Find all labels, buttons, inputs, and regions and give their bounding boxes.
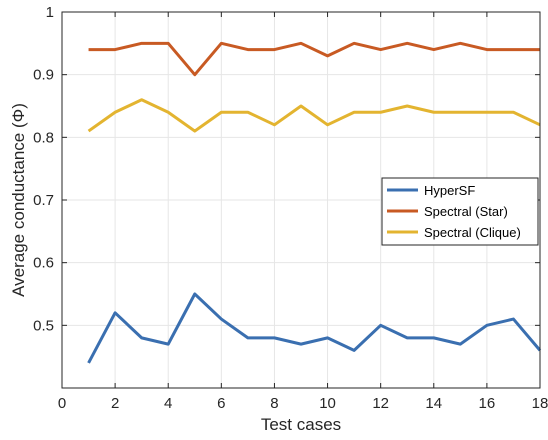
legend-item: Spectral (Star) xyxy=(387,204,508,219)
x-axis-label: Test cases xyxy=(261,415,341,434)
y-tick-label: 0.7 xyxy=(33,192,54,209)
x-tick-label: 6 xyxy=(217,395,225,412)
x-tick-label: 18 xyxy=(532,395,548,412)
y-axis-label: Average conductance (Φ) xyxy=(9,103,28,297)
y-tick-label: 0.9 xyxy=(33,67,54,84)
series-spectral-clique xyxy=(87,98,541,133)
y-tick-label: 0.6 xyxy=(33,255,54,272)
x-tick-label: 10 xyxy=(319,395,336,412)
legend-item: Spectral (Clique) xyxy=(387,225,521,240)
legend-label: HyperSF xyxy=(424,183,475,198)
x-tick-label: 8 xyxy=(270,395,278,412)
y-tick-label: 0.5 xyxy=(33,317,54,334)
y-tick-label: 1 xyxy=(46,4,54,21)
x-tick-label: 4 xyxy=(164,395,172,412)
x-tick-label: 2 xyxy=(111,395,119,412)
x-tick-label: 14 xyxy=(425,395,442,412)
series-line xyxy=(88,41,540,77)
series-hypersf xyxy=(87,292,542,364)
series-line xyxy=(87,98,541,133)
axis-ticks: 0 2 4 6 8 10 12 14 16 18 0.5 0.6 0.7 0.8 0.9 1 xyxy=(33,4,548,412)
x-tick-label: 12 xyxy=(372,395,389,412)
x-tick-label: 0 xyxy=(58,395,66,412)
legend-label: Spectral (Clique) xyxy=(424,225,521,240)
legend-label: Spectral (Star) xyxy=(424,204,508,219)
legend-item: HyperSF xyxy=(387,183,475,198)
y-tick-label: 0.8 xyxy=(33,129,54,146)
x-tick-label: 16 xyxy=(479,395,496,412)
series-spectral-star xyxy=(88,41,540,77)
series-layer xyxy=(87,41,542,364)
legend: HyperSF Spectral (Star) Spectral (Clique) xyxy=(381,177,539,246)
series-line xyxy=(87,292,542,364)
